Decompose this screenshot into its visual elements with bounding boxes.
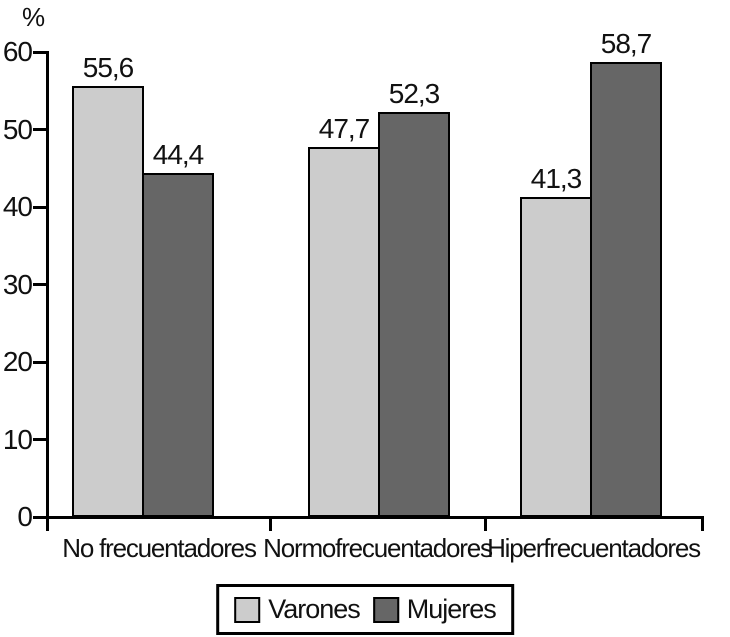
y-tick-label-60: 60 xyxy=(2,36,33,67)
legend-swatch-varones xyxy=(234,596,261,623)
category-label-no-frecuentadores: No frecuentadores xyxy=(62,533,257,563)
y-tick-label-10: 10 xyxy=(2,423,33,455)
legend-swatch-mujeres xyxy=(372,596,399,623)
y-tick-label-20: 20 xyxy=(2,346,33,377)
category-label-normofrecuentadores: Normofrecuentadores xyxy=(263,533,493,563)
value-label-varones-normofrecuentadores: 47,7 xyxy=(318,113,371,145)
value-label-varones-hiperfrecuentadores: 41,3 xyxy=(530,162,583,194)
bar-mujeres-hiperfrecuentadores xyxy=(590,62,662,517)
legend-label-mujeres: Mujeres xyxy=(406,594,497,624)
y-tick-label-50: 50 xyxy=(2,113,33,145)
y-axis-line xyxy=(46,51,49,531)
bar-varones-hiperfrecuentadores xyxy=(520,196,592,517)
x-axis-line xyxy=(46,516,704,519)
bar-mujeres-no-frecuentadores xyxy=(142,172,214,517)
y-tick-40 xyxy=(33,205,46,209)
value-label-mujeres-normofrecuentadores: 52,3 xyxy=(388,77,441,109)
value-label-mujeres-no-frecuentadores: 44,4 xyxy=(152,138,205,170)
value-label-varones-no-frecuentadores: 55,6 xyxy=(82,52,135,84)
y-tick-0 xyxy=(33,515,46,519)
value-label-mujeres-hiperfrecuentadores: 58,7 xyxy=(600,28,653,60)
y-tick-label-0: 0 xyxy=(17,501,33,532)
y-tick-20 xyxy=(33,360,46,364)
x-tick-0 xyxy=(268,517,272,531)
y-axis-unit-label: % xyxy=(22,2,45,32)
legend-label-varones: Varones xyxy=(268,594,361,624)
x-tick-2 xyxy=(700,517,704,531)
bar-mujeres-normofrecuentadores xyxy=(378,111,450,517)
y-tick-50 xyxy=(33,128,46,131)
legend-item-varones: Varones xyxy=(234,594,361,625)
bar-varones-no-frecuentadores xyxy=(72,86,144,517)
y-tick-10 xyxy=(33,438,46,441)
x-tick-1 xyxy=(483,517,487,531)
y-tick-60 xyxy=(33,50,46,54)
y-tick-30 xyxy=(33,283,46,286)
category-label-hiperfrecuentadores: Hiperfrecuentadores xyxy=(487,533,701,563)
chart-legend: Varones Mujeres xyxy=(216,584,514,635)
y-tick-label-40: 40 xyxy=(2,191,33,222)
y-tick-label-30: 30 xyxy=(2,268,33,300)
bar-varones-normofrecuentadores xyxy=(308,147,380,517)
legend-item-mujeres: Mujeres xyxy=(372,594,497,625)
